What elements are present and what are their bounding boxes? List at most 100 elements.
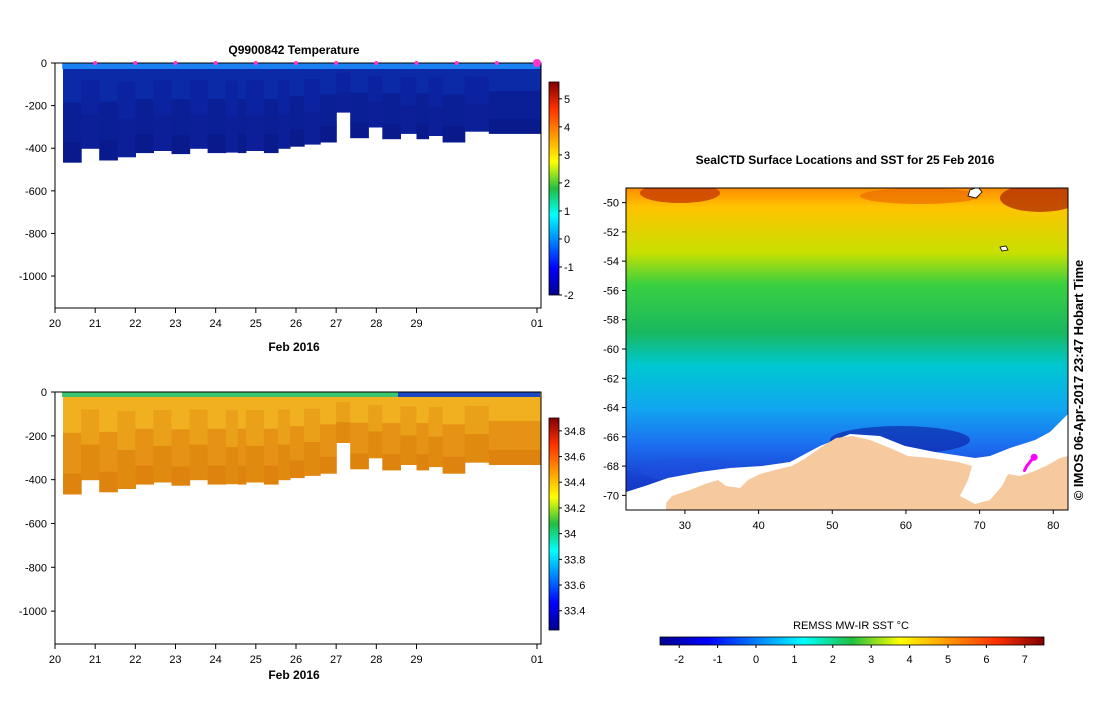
salinity-profile-segment <box>442 456 466 474</box>
salinity-profile-segment <box>442 424 466 442</box>
map-x-tick-label: 50 <box>826 520 838 532</box>
map-y-tick-label: -70 <box>603 490 619 502</box>
map-x-tick-label: 30 <box>679 520 691 532</box>
sst-colorbar-tick-label: 6 <box>983 654 989 666</box>
temperature-profile-segment <box>153 132 173 151</box>
salinity-x-tick-label: 29 <box>410 654 422 666</box>
salinity-profile-segment <box>464 434 490 449</box>
temperature-profile-segment <box>153 115 173 134</box>
temperature-profile-segment <box>428 92 444 108</box>
temperature-profile-segment <box>225 134 239 153</box>
salinity-profile-segment <box>368 431 383 446</box>
salinity-x-tick-label: 26 <box>290 654 302 666</box>
temperature-profile-segment <box>400 91 418 106</box>
salinity-profile-segment <box>488 449 541 465</box>
temperature-profile-segment <box>304 79 321 96</box>
salinity-profile-segment <box>225 410 239 430</box>
temperature-profile-segment <box>442 78 466 96</box>
temperature-profile-segment <box>189 114 209 132</box>
salinity-profile-segment <box>416 438 430 455</box>
salinity-colorbar-tick-label: 33.6 <box>564 580 585 592</box>
temperature-profile-segment <box>416 108 430 125</box>
temperature-profile-segment <box>153 97 173 116</box>
salinity-profile-segment <box>428 421 444 438</box>
temperature-profile-segment <box>171 99 191 118</box>
temperature-profile-segment <box>207 116 227 136</box>
temperature-surface-marker <box>414 61 419 65</box>
map-title: SealCTD Surface Locations and SST for 25… <box>696 153 995 167</box>
temperature-profile-segment <box>488 91 541 106</box>
temperature-profile-segment <box>464 76 490 91</box>
temperature-profile-segment <box>225 98 239 117</box>
temperature-panel: Q9900842 Temperature 0 -200 -400 -600 -800 -1… <box>19 43 574 354</box>
temperature-profile-segment <box>488 77 541 92</box>
temperature-surface-markers <box>93 59 541 67</box>
salinity-profile-segment <box>189 444 209 463</box>
temperature-profile-segment <box>488 119 541 134</box>
temperature-profile-segment <box>63 122 82 143</box>
temperature-profile-segment <box>135 98 154 118</box>
temperature-profile-segment <box>171 117 191 136</box>
temperature-profile-segment <box>225 80 239 100</box>
temperature-profile-segment <box>320 110 337 127</box>
temperature-profile-segment <box>99 140 118 161</box>
temperature-profile-segment <box>263 116 279 136</box>
salinity-profile-segment <box>464 448 490 463</box>
salinity-profile-segment <box>99 431 118 453</box>
warm-patch-west <box>640 188 720 203</box>
salinity-x-tick-label: 24 <box>210 654 222 666</box>
salinity-profile-segment <box>277 409 291 428</box>
salinity-profile-segment <box>237 428 247 448</box>
temperature-profile-segment <box>263 80 279 100</box>
salinity-profile-segment <box>277 462 291 481</box>
warm-patch-east <box>1000 188 1068 212</box>
sst-colorbar <box>659 636 1045 646</box>
temperature-profile-segment <box>464 117 490 132</box>
temperature-surface-marker <box>374 61 379 65</box>
map-y-tick-label: -54 <box>603 256 619 268</box>
salinity-colorbar <box>548 417 560 631</box>
salinity-profile-segment <box>117 469 136 489</box>
salinity-panel: 0-200-400-600-800-1000 20 21 22 23 24 25 26 27 2… <box>19 387 586 682</box>
salinity-profile-segment <box>464 406 490 421</box>
salinity-profile-segment <box>153 463 173 483</box>
temperature-profile-segment <box>416 123 430 140</box>
sst-colorbar-tick-label: 1 <box>791 654 797 666</box>
salinity-profile-segment <box>263 428 279 448</box>
temperature-colorbar <box>548 81 560 296</box>
temperature-profile-segment <box>237 134 247 154</box>
temperature-profile-segment <box>207 134 227 154</box>
temperature-profile-segment <box>368 88 383 102</box>
salinity-profile-segment <box>400 449 418 465</box>
temperature-profile-segment <box>350 122 369 139</box>
temperature-profile-segment <box>99 121 118 142</box>
salinity-x-tick-label: 27 <box>330 654 342 666</box>
salinity-profile-segment <box>189 409 209 428</box>
salinity-profile-segment <box>368 405 383 419</box>
temperature-x-tick-label: 26 <box>290 318 302 330</box>
temperature-profile-segment <box>428 106 444 122</box>
salinity-profile-segment <box>304 408 321 426</box>
temperature-profile-segment <box>245 97 265 116</box>
warm-patch-center <box>860 188 980 204</box>
map-y-axis: -50 -52 -54 -56 -58 -60 -62 -64 -66 -68 -70 <box>603 198 626 502</box>
salinity-profile-segment <box>416 407 430 424</box>
salinity-profile-segment <box>237 465 247 485</box>
salinity-profile-segment <box>320 440 337 458</box>
salinity-profile-segment <box>237 410 247 430</box>
temperature-profile-segment <box>81 131 100 149</box>
salinity-x-tick-label: 01 <box>531 654 543 666</box>
salinity-profile-segment <box>400 406 418 422</box>
temperature-profile-segment <box>350 92 369 109</box>
salinity-profile-segment <box>336 392 351 403</box>
salinity-profile-segment <box>117 449 136 470</box>
temperature-colorbar-tick-label: -1 <box>564 262 574 274</box>
salinity-profile-segment <box>135 428 154 448</box>
map-y-tick-label: -68 <box>603 461 619 473</box>
salinity-profile-segment <box>488 435 541 451</box>
salinity-profile-segment <box>442 440 466 458</box>
temperature-surface-marker <box>494 61 499 65</box>
salinity-profile-segment <box>135 465 154 485</box>
salinity-profile-segment <box>207 410 227 430</box>
temperature-profile-segment <box>368 101 383 115</box>
